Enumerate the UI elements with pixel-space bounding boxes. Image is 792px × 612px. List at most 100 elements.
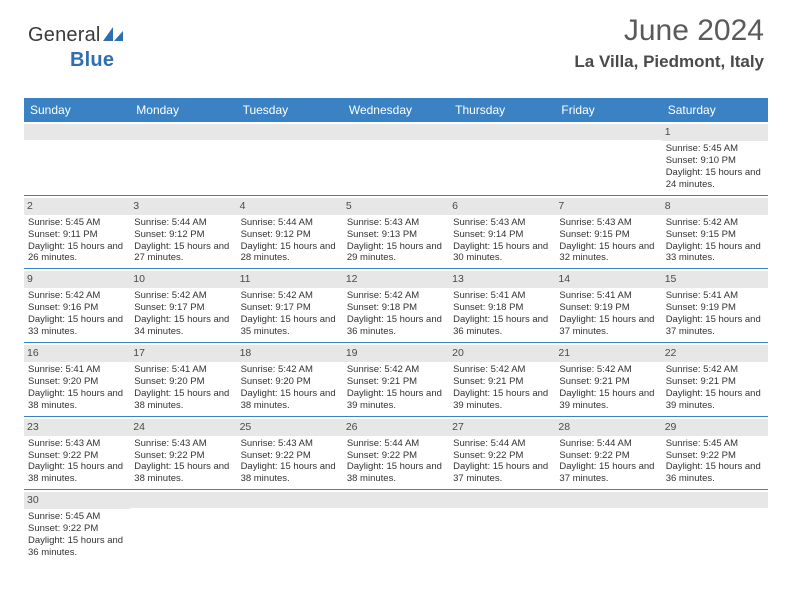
day-number [130, 492, 236, 508]
day-cell [343, 122, 449, 195]
day-details: Sunrise: 5:43 AMSunset: 9:22 PMDaylight:… [28, 438, 126, 486]
day-cell: 30Sunrise: 5:45 AMSunset: 9:22 PMDayligh… [24, 490, 130, 563]
day-number: 23 [24, 419, 130, 436]
day-details: Sunrise: 5:42 AMSunset: 9:17 PMDaylight:… [134, 290, 232, 338]
day-number [449, 492, 555, 508]
sunrise-line: Sunrise: 5:45 AM [666, 438, 764, 450]
sunrise-line: Sunrise: 5:41 AM [453, 290, 551, 302]
daylight-line: Daylight: 15 hours and 38 minutes. [28, 461, 126, 485]
day-cell: 17 Sunrise: 5:41 AMSunset: 9:20 PMDayligh… [130, 343, 236, 416]
day-number: 30 [24, 492, 130, 509]
day-cell [343, 490, 449, 563]
daylight-line: Daylight: 15 hours and 24 minutes. [666, 167, 764, 191]
week-row: 1Sunrise: 5:45 AMSunset: 9:10 PMDaylight… [24, 122, 768, 196]
daylight-line: Daylight: 15 hours and 35 minutes. [241, 314, 339, 338]
day-cell: 25Sunrise: 5:43 AMSunset: 9:22 PMDayligh… [237, 417, 343, 490]
daylight-line: Daylight: 15 hours and 38 minutes. [134, 388, 232, 412]
day-cell: 15Sunrise: 5:41 AMSunset: 9:19 PMDayligh… [662, 269, 768, 342]
sunset-line: Sunset: 9:15 PM [559, 229, 657, 241]
sunrise-line: Sunrise: 5:44 AM [241, 217, 339, 229]
day-number: 5 [343, 198, 449, 215]
sunrise-line: Sunrise: 5:42 AM [134, 290, 232, 302]
sunset-line: Sunset: 9:19 PM [559, 302, 657, 314]
day-header: Wednesday [343, 98, 449, 122]
daylight-line: Daylight: 15 hours and 38 minutes. [241, 461, 339, 485]
sunrise-line: Sunrise: 5:42 AM [666, 217, 764, 229]
day-cell [662, 490, 768, 563]
sunrise-line: Sunrise: 5:45 AM [28, 217, 126, 229]
day-number [24, 124, 130, 140]
day-number: 13 [449, 271, 555, 288]
sunrise-line: Sunrise: 5:42 AM [347, 364, 445, 376]
day-cell: 1Sunrise: 5:45 AMSunset: 9:10 PMDaylight… [662, 122, 768, 195]
sunset-line: Sunset: 9:21 PM [347, 376, 445, 388]
day-number: 7 [555, 198, 661, 215]
sunrise-line: Sunrise: 5:44 AM [453, 438, 551, 450]
day-details: Sunrise: 5:42 AMSunset: 9:21 PMDaylight:… [666, 364, 764, 412]
day-cell: 16Sunrise: 5:41 AMSunset: 9:20 PMDayligh… [24, 343, 130, 416]
sunset-line: Sunset: 9:22 PM [28, 523, 126, 535]
sunrise-line: Sunrise: 5:41 AM [666, 290, 764, 302]
sunrise-line: Sunrise: 5:42 AM [559, 364, 657, 376]
sunrise-line: Sunrise: 5:42 AM [241, 364, 339, 376]
day-cell: 9Sunrise: 5:42 AMSunset: 9:16 PMDaylight… [24, 269, 130, 342]
day-header: Thursday [449, 98, 555, 122]
day-cell: 27 Sunrise: 5:44 AMSunset: 9:22 PMDayligh… [449, 417, 555, 490]
day-details: Sunrise: 5:43 AMSunset: 9:22 PMDaylight:… [241, 438, 339, 486]
sunrise-line: Sunrise: 5:43 AM [28, 438, 126, 450]
week-row: 30Sunrise: 5:45 AMSunset: 9:22 PMDayligh… [24, 490, 768, 563]
sunset-line: Sunset: 9:22 PM [347, 450, 445, 462]
day-number [555, 124, 661, 140]
header: GeneralBlue June 2024 La Villa, Piedmont… [0, 0, 792, 90]
day-cell: 22Sunrise: 5:42 AMSunset: 9:21 PMDayligh… [662, 343, 768, 416]
day-cell [449, 122, 555, 195]
day-cell: 11 Sunrise: 5:42 AMSunset: 9:17 PMDayligh… [237, 269, 343, 342]
day-header-row: SundayMondayTuesdayWednesdayThursdayFrid… [24, 98, 768, 122]
day-number [343, 492, 449, 508]
day-cell: 8Sunrise: 5:42 AMSunset: 9:15 PMDaylight… [662, 196, 768, 269]
daylight-line: Daylight: 15 hours and 38 minutes. [347, 461, 445, 485]
day-header: Tuesday [237, 98, 343, 122]
day-number: 17 [130, 345, 236, 362]
day-cell: 4Sunrise: 5:44 AMSunset: 9:12 PMDaylight… [237, 196, 343, 269]
day-details: Sunrise: 5:42 AMSunset: 9:17 PMDaylight:… [241, 290, 339, 338]
sunrise-line: Sunrise: 5:44 AM [559, 438, 657, 450]
day-number: 27 [449, 419, 555, 436]
day-number: 2 [24, 198, 130, 215]
day-cell [237, 122, 343, 195]
day-number: 12 [343, 271, 449, 288]
sunset-line: Sunset: 9:20 PM [241, 376, 339, 388]
daylight-line: Daylight: 15 hours and 28 minutes. [241, 241, 339, 265]
sunrise-line: Sunrise: 5:41 AM [28, 364, 126, 376]
sunset-line: Sunset: 9:22 PM [241, 450, 339, 462]
day-number: 28 [555, 419, 661, 436]
day-details: Sunrise: 5:41 AMSunset: 9:19 PMDaylight:… [666, 290, 764, 338]
day-cell [237, 490, 343, 563]
day-details: Sunrise: 5:41 AMSunset: 9:20 PMDaylight:… [134, 364, 232, 412]
day-details: Sunrise: 5:45 AMSunset: 9:10 PMDaylight:… [666, 143, 764, 191]
sunrise-line: Sunrise: 5:42 AM [347, 290, 445, 302]
day-number [449, 124, 555, 140]
day-number [237, 492, 343, 508]
day-number: 14 [555, 271, 661, 288]
day-number: 21 [555, 345, 661, 362]
day-details: Sunrise: 5:42 AMSunset: 9:16 PMDaylight:… [28, 290, 126, 338]
sunrise-line: Sunrise: 5:43 AM [134, 438, 232, 450]
day-details: Sunrise: 5:44 AMSunset: 9:12 PMDaylight:… [241, 217, 339, 265]
day-cell [449, 490, 555, 563]
week-row: 23Sunrise: 5:43 AMSunset: 9:22 PMDayligh… [24, 417, 768, 491]
day-details: Sunrise: 5:44 AMSunset: 9:22 PMDaylight:… [453, 438, 551, 486]
day-number: 11 [237, 271, 343, 288]
day-cell: 7Sunrise: 5:43 AMSunset: 9:15 PMDaylight… [555, 196, 661, 269]
day-details: Sunrise: 5:41 AMSunset: 9:19 PMDaylight:… [559, 290, 657, 338]
day-cell: 23 Sunrise: 5:43 AMSunset: 9:22 PMDayligh… [24, 417, 130, 490]
day-number: 19 [343, 345, 449, 362]
day-cell: 20Sunrise: 5:42 AMSunset: 9:21 PMDayligh… [449, 343, 555, 416]
daylight-line: Daylight: 15 hours and 33 minutes. [666, 241, 764, 265]
sunset-line: Sunset: 9:12 PM [134, 229, 232, 241]
daylight-line: Daylight: 15 hours and 39 minutes. [347, 388, 445, 412]
day-cell: 28Sunrise: 5:44 AMSunset: 9:22 PMDayligh… [555, 417, 661, 490]
sunset-line: Sunset: 9:14 PM [453, 229, 551, 241]
day-number: 8 [662, 198, 768, 215]
daylight-line: Daylight: 15 hours and 30 minutes. [453, 241, 551, 265]
